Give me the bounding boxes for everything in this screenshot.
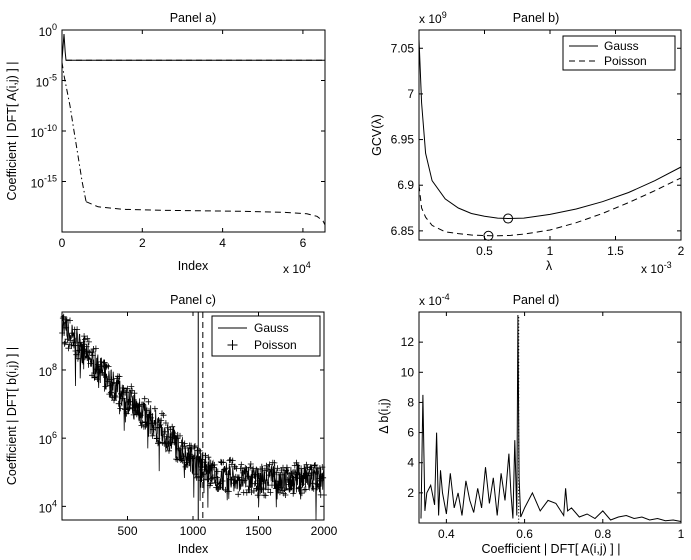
- panel-d-ytick-0: 2: [407, 486, 414, 500]
- panel-b-legend-poisson: Poisson: [604, 54, 647, 68]
- panel-c-ytick-0: 108: [39, 362, 57, 379]
- panel-c-legend-poisson-marker: [227, 340, 238, 350]
- panel-a: Panel a) 0 2 4 6 100 10-5 10-10 10-15 Index x …: [5, 11, 326, 276]
- panel-b-x-multiplier: x 10-3: [641, 260, 672, 276]
- panel-b-minimum-marker-0: [503, 213, 514, 224]
- panel-a-ytick-0: 100: [39, 22, 57, 39]
- panel-a-ytick-2: 10-10: [31, 123, 57, 140]
- panel-d-ylabel: Δ b(i,j): [377, 398, 391, 433]
- panel-b-ytick-0: 6.85: [391, 224, 415, 238]
- panel-a-xtick-3: 6: [300, 236, 307, 250]
- panel-a-x-multiplier: x 104: [283, 260, 311, 276]
- panel-b-legend-gauss: Gauss: [604, 39, 639, 53]
- panel-d-xlabel: Coefficient | DFT[ A(i,j) ] |: [482, 542, 621, 556]
- panel-d-ytick-4: 10: [401, 365, 415, 379]
- panel-b-ylabel: GCV(λ): [370, 114, 384, 156]
- panel-d-axes: [418, 311, 682, 524]
- panel-c-xlabel: Index: [178, 542, 209, 556]
- panel-a-xtick-2: 4: [219, 236, 226, 250]
- panel-d-ytick-2: 6: [407, 426, 414, 440]
- panel-c-legend-gauss: Gauss: [254, 321, 289, 335]
- panel-d-ytick-3: 8: [407, 395, 414, 409]
- panel-d: Panel d) x 10-4 0.4 0.6 0.8 1 2 4 6 8 10 12 Coef…: [377, 292, 685, 556]
- panel-b-xlabel: λ: [546, 259, 553, 273]
- panel-b-xtick-2: 1.5: [607, 244, 624, 258]
- panel-b-minimum-marker-1: [483, 230, 494, 241]
- panel-b-ytick-1: 6.9: [397, 178, 414, 192]
- panel-d-xtick-2: 0.8: [594, 527, 611, 541]
- panel-c-ylabel: Coefficient | DFT[ b(i,j) ] |: [5, 347, 19, 485]
- panel-d-ytick-1: 4: [407, 456, 414, 470]
- panel-a-series-solid: [61, 33, 325, 61]
- panel-a-xlabel: Index: [178, 259, 209, 273]
- panel-c-ytick-1: 106: [39, 430, 57, 447]
- panel-c-xtick-1: 1000: [180, 524, 207, 538]
- panel-b-ytick-2: 6.95: [391, 133, 415, 147]
- panel-d-series-solid: [420, 314, 682, 522]
- panel-b-legend: Gauss Poisson: [562, 35, 676, 71]
- panel-d-xtick-0: 0.4: [438, 527, 455, 541]
- panel-b-y-multiplier: x 109: [419, 10, 447, 26]
- panel-a-series-dashdot: [61, 62, 87, 202]
- panel-d-title: Panel d): [513, 293, 560, 307]
- panel-d-y-multiplier: x 10-4: [419, 292, 450, 308]
- panel-b-xtick-1: 1: [547, 244, 554, 258]
- panel-b-title: Panel b): [513, 11, 560, 25]
- panel-c-legend-poisson: Poisson: [254, 338, 297, 352]
- panel-b-ytick-4: 7.05: [391, 41, 415, 55]
- panel-a-xtick-1: 2: [139, 236, 146, 250]
- panel-a-ylabel: Coefficient | DFT[ A(i,j) ] |: [5, 62, 19, 201]
- panel-b-ytick-3: 7: [407, 87, 414, 101]
- panel-a-title: Panel a): [170, 11, 217, 25]
- panel-a-ytick-1: 10-5: [36, 73, 57, 90]
- panel-b-xtick-3: 2: [678, 244, 685, 258]
- panel-c-xtick-0: 500: [117, 524, 137, 538]
- panel-b-xtick-0: 0.5: [476, 244, 493, 258]
- panel-d-xtick-1: 0.6: [516, 527, 533, 541]
- panel-b-series-poisson: [418, 177, 682, 237]
- panel-c-xtick-2: 1500: [245, 524, 272, 538]
- panel-c-xtick-3: 2000: [311, 524, 338, 538]
- panel-c-series-poisson-markers: [59, 313, 327, 499]
- panel-c-title: Panel c): [170, 293, 216, 307]
- panel-a-xtick-0: 0: [59, 236, 66, 250]
- panel-b: Panel b) x 109 0.5 1 1.5 2 6.85 6.9 6.95 7 7.05…: [370, 10, 685, 276]
- panel-c: Panel c) 500 1000 1500 2000 108 106 104 Gauss…: [5, 293, 338, 556]
- panel-b-series-gauss: [418, 39, 682, 220]
- panel-d-xtick-3: 1: [678, 527, 685, 541]
- panel-c-legend: Gauss Poisson: [211, 315, 321, 357]
- panel-a-ytick-3: 10-15: [31, 174, 57, 191]
- panel-a-series-tail: [85, 201, 326, 226]
- panel-c-ytick-2: 104: [39, 498, 57, 515]
- panel-d-ytick-5: 12: [401, 335, 415, 349]
